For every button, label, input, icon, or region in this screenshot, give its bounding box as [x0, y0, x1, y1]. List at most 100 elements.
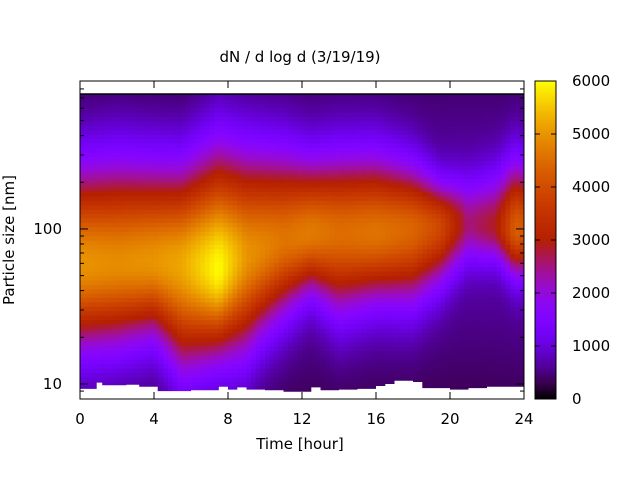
heatmap-cell — [204, 301, 211, 307]
heatmap-cell — [329, 328, 335, 334]
heatmap-cell — [251, 315, 257, 321]
heatmap-cell — [362, 368, 368, 374]
heatmap-cell — [204, 240, 211, 246]
heatmap-cell — [232, 182, 238, 188]
heatmap-cell — [274, 169, 280, 175]
heatmap-cell — [191, 270, 197, 276]
heatmap-cell — [352, 134, 359, 140]
heatmap-cell — [241, 217, 248, 223]
heatmap-cell — [376, 253, 382, 259]
heatmap-cell — [181, 359, 187, 365]
heatmap-cell — [348, 182, 354, 188]
heatmap-cell — [228, 332, 234, 338]
heatmap-cell — [288, 337, 294, 343]
heatmap-cell — [93, 297, 100, 303]
heatmap-cell — [223, 217, 229, 223]
heatmap-cell — [144, 182, 150, 188]
heatmap-cell — [200, 354, 206, 360]
heatmap-cell — [237, 328, 243, 334]
heatmap-cell — [172, 244, 178, 250]
heatmap-cell — [380, 341, 386, 347]
heatmap-cell — [149, 337, 155, 343]
heatmap-cell — [255, 284, 261, 290]
heatmap-cell — [103, 240, 109, 246]
heatmap-cell — [149, 182, 155, 188]
heatmap-cell — [348, 332, 354, 338]
heatmap-cell — [121, 270, 127, 276]
heatmap-cell — [93, 381, 100, 387]
heatmap-cell — [283, 323, 289, 329]
heatmap-cell — [246, 195, 252, 201]
heatmap-cell — [251, 125, 257, 131]
heatmap-cell — [288, 359, 294, 365]
heatmap-cell — [394, 160, 400, 166]
heatmap-cell — [181, 129, 187, 135]
heatmap-cell — [274, 270, 280, 276]
heatmap-cell — [260, 116, 266, 122]
heatmap-cell — [334, 288, 340, 294]
heatmap-cell — [376, 156, 382, 162]
heatmap-cell — [140, 129, 146, 135]
heatmap-cell — [80, 147, 86, 153]
heatmap-cell — [246, 332, 252, 338]
heatmap-cell — [154, 187, 160, 193]
heatmap-cell — [302, 310, 308, 316]
heatmap-cell — [274, 368, 280, 374]
heatmap-cell — [394, 116, 400, 122]
heatmap-cell — [181, 293, 187, 299]
heatmap-cell — [255, 341, 261, 347]
heatmap-cell — [89, 156, 95, 162]
heatmap-cell — [130, 279, 137, 285]
heatmap-cell — [306, 372, 312, 378]
heatmap-cell — [302, 257, 308, 263]
heatmap-cell — [195, 204, 201, 210]
heatmap-cell — [334, 81, 339, 86]
heatmap-cell — [297, 213, 303, 219]
heatmap-cell — [204, 178, 211, 184]
heatmap-cell — [371, 306, 377, 312]
heatmap-cell — [117, 111, 123, 117]
heatmap-cell — [325, 195, 331, 201]
heatmap-cell — [121, 116, 127, 122]
heatmap-cell — [380, 328, 386, 334]
heatmap-cell — [246, 368, 252, 374]
heatmap-cell — [214, 200, 220, 206]
heatmap-cell — [325, 337, 331, 343]
heatmap-cell — [214, 94, 220, 100]
heatmap-cell — [195, 160, 201, 166]
heatmap-cell — [320, 315, 326, 321]
heatmap-cell — [251, 103, 257, 109]
heatmap-cell — [232, 103, 238, 109]
heatmap-cell — [89, 240, 95, 246]
heatmap-cell — [93, 98, 100, 104]
heatmap-cell — [283, 350, 289, 356]
heatmap-cell — [344, 81, 349, 86]
heatmap-cell — [144, 98, 150, 104]
heatmap-cell — [376, 306, 382, 312]
heatmap-cell — [352, 310, 359, 316]
heatmap-cell — [149, 164, 155, 170]
heatmap-cell — [126, 248, 132, 254]
heatmap-cell — [380, 257, 386, 263]
heatmap-cell — [112, 217, 118, 223]
heatmap-cell — [376, 226, 382, 232]
heatmap-cell — [214, 129, 220, 135]
heatmap-cell — [112, 200, 118, 206]
heatmap-cell — [181, 301, 187, 307]
heatmap-cell — [292, 306, 298, 312]
heatmap-cell — [269, 372, 275, 378]
heatmap-cell — [195, 319, 201, 325]
heatmap-cell — [144, 315, 150, 321]
heatmap-cell — [130, 337, 137, 343]
heatmap-cell — [223, 98, 229, 104]
heatmap-cell — [265, 98, 271, 104]
heatmap-cell — [380, 134, 386, 140]
heatmap-cell — [126, 359, 132, 365]
heatmap-cell — [362, 346, 368, 352]
heatmap-cell — [126, 297, 132, 303]
heatmap-cell — [130, 376, 137, 382]
heatmap-cell — [80, 116, 86, 122]
heatmap-cell — [200, 182, 206, 188]
heatmap-cell — [366, 253, 372, 259]
heatmap-cell — [103, 319, 109, 325]
